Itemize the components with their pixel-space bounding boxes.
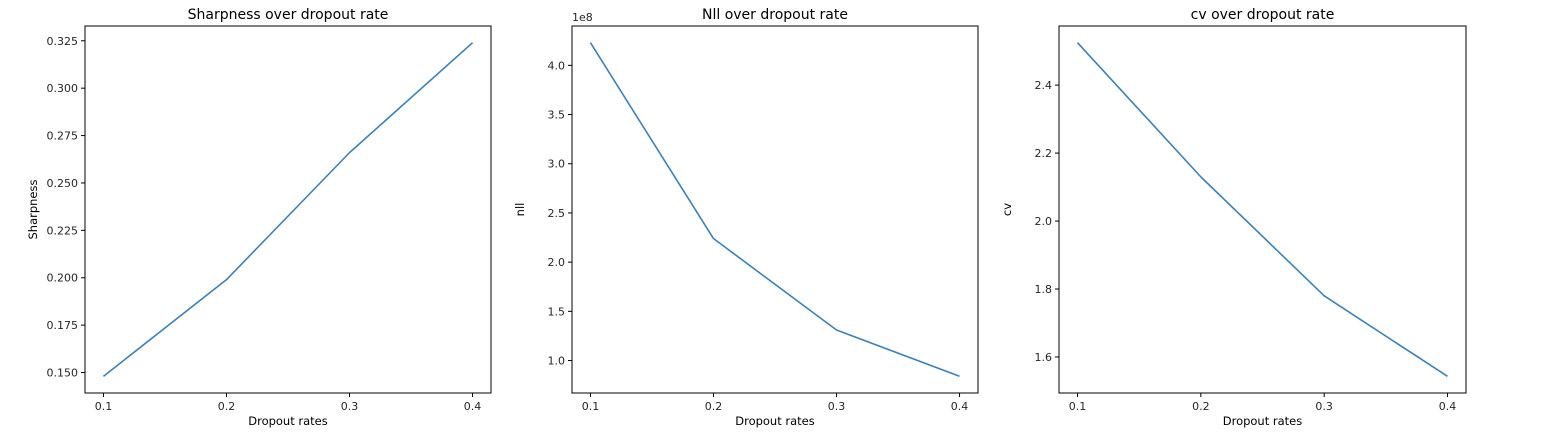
chart-1: 0.1 0.2 0.3 0.4 0.150 0.175 0.200 0.225 0.250 0.2… [26, 7, 492, 428]
y-tick-label: 0.325 [47, 35, 79, 48]
x-tick-label: 0.3 [1315, 400, 1333, 413]
y-tick-label: 0.200 [47, 272, 79, 285]
x-axis-label: Dropout rates [1223, 414, 1303, 428]
chart-3: 0.1 0.2 0.3 0.4 1.6 1.8 2.0 2.2 2.4 cv over dropo… [1000, 7, 1467, 428]
y-tick-label: 0.250 [47, 177, 79, 190]
y-axis-offset-label: 1e8 [572, 11, 593, 24]
y-tick-label: 2.2 [1035, 147, 1053, 160]
x-tick-label: 0.3 [828, 400, 846, 413]
chart-2: 0.1 0.2 0.3 0.4 1.0 1.5 2.0 2.5 3.0 3.5 4.0 1e8 Nll … [513, 7, 979, 428]
y-tick-label: 0.275 [47, 130, 79, 143]
x-tick-label: 0.4 [1439, 400, 1457, 413]
y-tick-label: 1.8 [1035, 283, 1053, 296]
y-tick-label: 2.5 [548, 207, 566, 220]
y-axis-label: cv [1000, 203, 1014, 216]
y-tick-label: 2.0 [548, 256, 566, 269]
x-tick-label: 0.4 [464, 400, 482, 413]
chart-title: cv over dropout rate [1191, 7, 1335, 23]
axes-frame [1058, 25, 1467, 394]
x-axis-label: Dropout rates [248, 414, 328, 428]
y-tick-label: 0.300 [47, 82, 79, 95]
x-tick-label: 0.1 [95, 400, 113, 413]
axes-frame [84, 25, 492, 394]
x-tick-label: 0.1 [582, 400, 600, 413]
x-axis-label: Dropout rates [735, 414, 815, 428]
x-tick-label: 0.3 [341, 400, 359, 413]
y-tick-label: 3.5 [548, 109, 566, 122]
series-line [589, 42, 960, 378]
series-line [1076, 42, 1448, 378]
x-tick-label: 0.2 [705, 400, 723, 413]
y-tick-label: 2.4 [1035, 79, 1053, 92]
x-tick-label: 0.4 [951, 400, 969, 413]
y-tick-label: 1.0 [548, 355, 566, 368]
chart-title: Nll over dropout rate [702, 7, 848, 23]
chart-title: Sharpness over dropout rate [188, 7, 389, 23]
y-tick-label: 3.0 [548, 158, 566, 171]
y-tick-label: 1.6 [1035, 351, 1053, 364]
y-axis-label: Sharpness [26, 179, 40, 239]
series-line [102, 42, 474, 377]
y-tick-label: 0.225 [47, 224, 79, 237]
y-axis-label: nll [513, 203, 527, 217]
y-tick-label: 2.0 [1035, 215, 1053, 228]
x-tick-label: 0.2 [1192, 400, 1210, 413]
y-tick-label: 0.175 [47, 319, 79, 332]
x-tick-label: 0.2 [218, 400, 236, 413]
y-tick-label: 4.0 [548, 59, 566, 72]
axes-frame [571, 25, 979, 394]
y-tick-label: 1.5 [548, 305, 566, 318]
y-tick-label: 0.150 [47, 367, 79, 380]
x-tick-label: 0.1 [1069, 400, 1087, 413]
